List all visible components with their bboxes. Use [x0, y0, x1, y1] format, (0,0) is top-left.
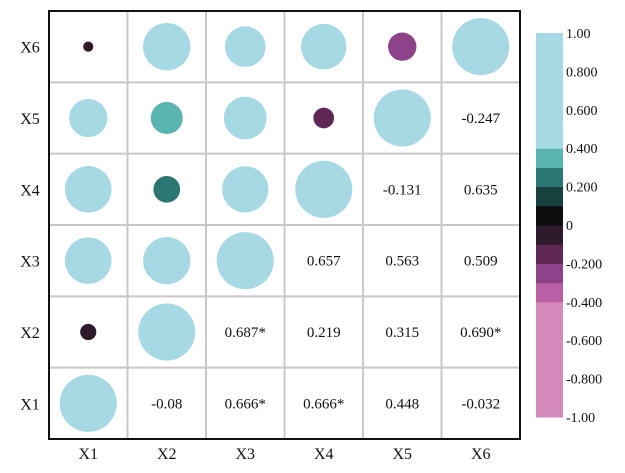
x-tick-label: X1 [78, 446, 98, 463]
colorbar-band [536, 244, 563, 264]
corr-value-label: -0.131 [383, 182, 422, 198]
corr-circle [64, 237, 112, 284]
corr-circle [143, 237, 191, 285]
corr-circle [83, 41, 94, 52]
y-tick-label: X6 [20, 40, 40, 57]
corr-value-label: 0.635 [464, 182, 498, 198]
corr-value-label: -0.247 [461, 111, 500, 127]
corr-circle [452, 18, 510, 76]
y-tick-label: X5 [20, 111, 40, 128]
colorbar-tick-label: -0.200 [566, 257, 602, 272]
corr-circle [138, 303, 196, 361]
colorbar-tick-label: -0.600 [566, 334, 602, 349]
corr-circle [153, 175, 181, 203]
corr-circle [224, 26, 266, 68]
corr-value-label: -0.032 [461, 396, 500, 412]
colorbar-band [536, 186, 563, 207]
colorbar-tick-label: 0.600 [566, 104, 598, 119]
colorbar-band [536, 263, 563, 284]
corr-value-label: 0.687* [225, 325, 266, 341]
y-tick-label: X2 [20, 325, 40, 342]
corr-circle [373, 89, 431, 147]
corr-value-label: 0.219 [307, 325, 341, 341]
corr-value-label: 0.563 [385, 254, 419, 270]
colorbar-band [536, 167, 563, 188]
corr-value-label: 0.448 [385, 396, 419, 412]
colorbar-band [536, 225, 563, 245]
corr-value-label: 0.657 [307, 254, 341, 270]
corr-circle [143, 22, 191, 71]
corr-circle [64, 166, 112, 213]
colorbar-tick-label: 0.800 [566, 65, 598, 80]
corr-value-label: 0.315 [385, 325, 419, 341]
colorbar-tick-label: 0.200 [566, 181, 598, 196]
colorbar-band [536, 33, 563, 149]
x-tick-label: X6 [471, 446, 491, 463]
corr-value-label: 0.666* [225, 396, 266, 412]
colorbar-tick-label: -0.800 [566, 373, 602, 388]
colorbar-tick-label: 1.00 [566, 27, 591, 42]
corr-circle [150, 101, 183, 135]
corr-circle [313, 107, 335, 129]
corr-circle [295, 160, 353, 218]
colorbar-tick-label: -0.400 [566, 296, 602, 311]
corr-circle [222, 166, 269, 213]
colorbar-band [536, 205, 563, 226]
y-tick-label: X1 [20, 396, 40, 413]
corr-value-label: 0.666* [303, 396, 344, 412]
x-tick-label: X5 [392, 446, 412, 463]
corr-circle [59, 374, 117, 432]
y-tick-label: X4 [20, 182, 40, 199]
corr-circle [223, 96, 267, 140]
colorbar-band [536, 282, 563, 303]
x-tick-label: X4 [314, 446, 334, 463]
corr-value-label: -0.08 [151, 396, 182, 412]
corr-circle [216, 232, 274, 290]
plot-frame [48, 10, 521, 440]
x-tick-label: X3 [235, 446, 255, 463]
y-tick-label: X3 [20, 254, 40, 271]
corr-value-label: 0.690* [460, 325, 501, 341]
corr-circle [301, 23, 347, 70]
corr-circle [80, 323, 97, 341]
corr-value-label: 0.509 [464, 254, 498, 270]
colorbar-tick-label: 0.400 [566, 142, 598, 157]
corr-circle [388, 32, 417, 61]
colorbar-tick-label: 0 [566, 219, 573, 234]
colorbar-tick-label: -1.00 [566, 411, 595, 426]
corr-circle [69, 98, 108, 138]
colorbar-band [536, 301, 563, 418]
colorbar-band [536, 148, 563, 168]
x-tick-label: X2 [157, 446, 177, 463]
